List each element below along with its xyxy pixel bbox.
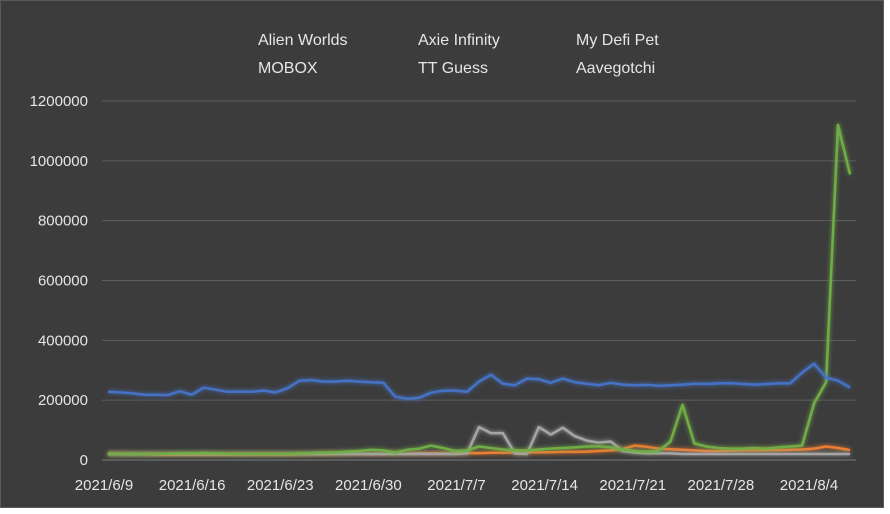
legend: Alien Worlds Axie Infinity My Defi Pet MOBO…	[210, 32, 659, 77]
x-tick-label: 2021/6/30	[335, 477, 402, 494]
y-axis: 0 200000 400000 600000 800000 1000000 1200000	[30, 93, 88, 469]
gridlines	[102, 100, 856, 461]
legend-label-axie-infinity: Axie Infinity	[418, 32, 500, 49]
legend-label-aavegotchi: Aavegotchi	[576, 60, 655, 77]
series-lines	[107, 123, 852, 460]
x-tick-label: 2021/6/23	[247, 477, 314, 494]
x-tick-label: 2021/7/21	[599, 477, 666, 494]
x-tick-label: 2021/8/4	[780, 477, 838, 494]
x-tick-label: 2021/7/14	[511, 477, 578, 494]
y-tick-label: 1000000	[30, 153, 88, 170]
y-tick-label: 800000	[38, 213, 88, 230]
series-line-tt-guess	[107, 123, 852, 456]
legend-label-mobox: MOBOX	[258, 60, 318, 77]
x-tick-label: 2021/7/7	[427, 477, 485, 494]
y-tick-label: 1200000	[30, 93, 88, 110]
legend-label-my-defi-pet: My Defi Pet	[576, 32, 659, 49]
series-line-alien-worlds	[107, 362, 851, 400]
y-tick-label: 600000	[38, 273, 88, 290]
y-tick-label: 0	[80, 452, 88, 469]
x-axis: 2021/6/9 2021/6/16 2021/6/23 2021/6/30 2021/…	[75, 477, 838, 494]
y-tick-label: 400000	[38, 332, 88, 349]
x-tick-label: 2021/6/16	[159, 477, 226, 494]
x-tick-label: 2021/6/9	[75, 477, 133, 494]
y-tick-label: 200000	[38, 392, 88, 409]
x-tick-label: 2021/7/28	[688, 477, 755, 494]
legend-label-alien-worlds: Alien Worlds	[258, 32, 348, 49]
legend-label-tt-guess: TT Guess	[418, 60, 488, 77]
